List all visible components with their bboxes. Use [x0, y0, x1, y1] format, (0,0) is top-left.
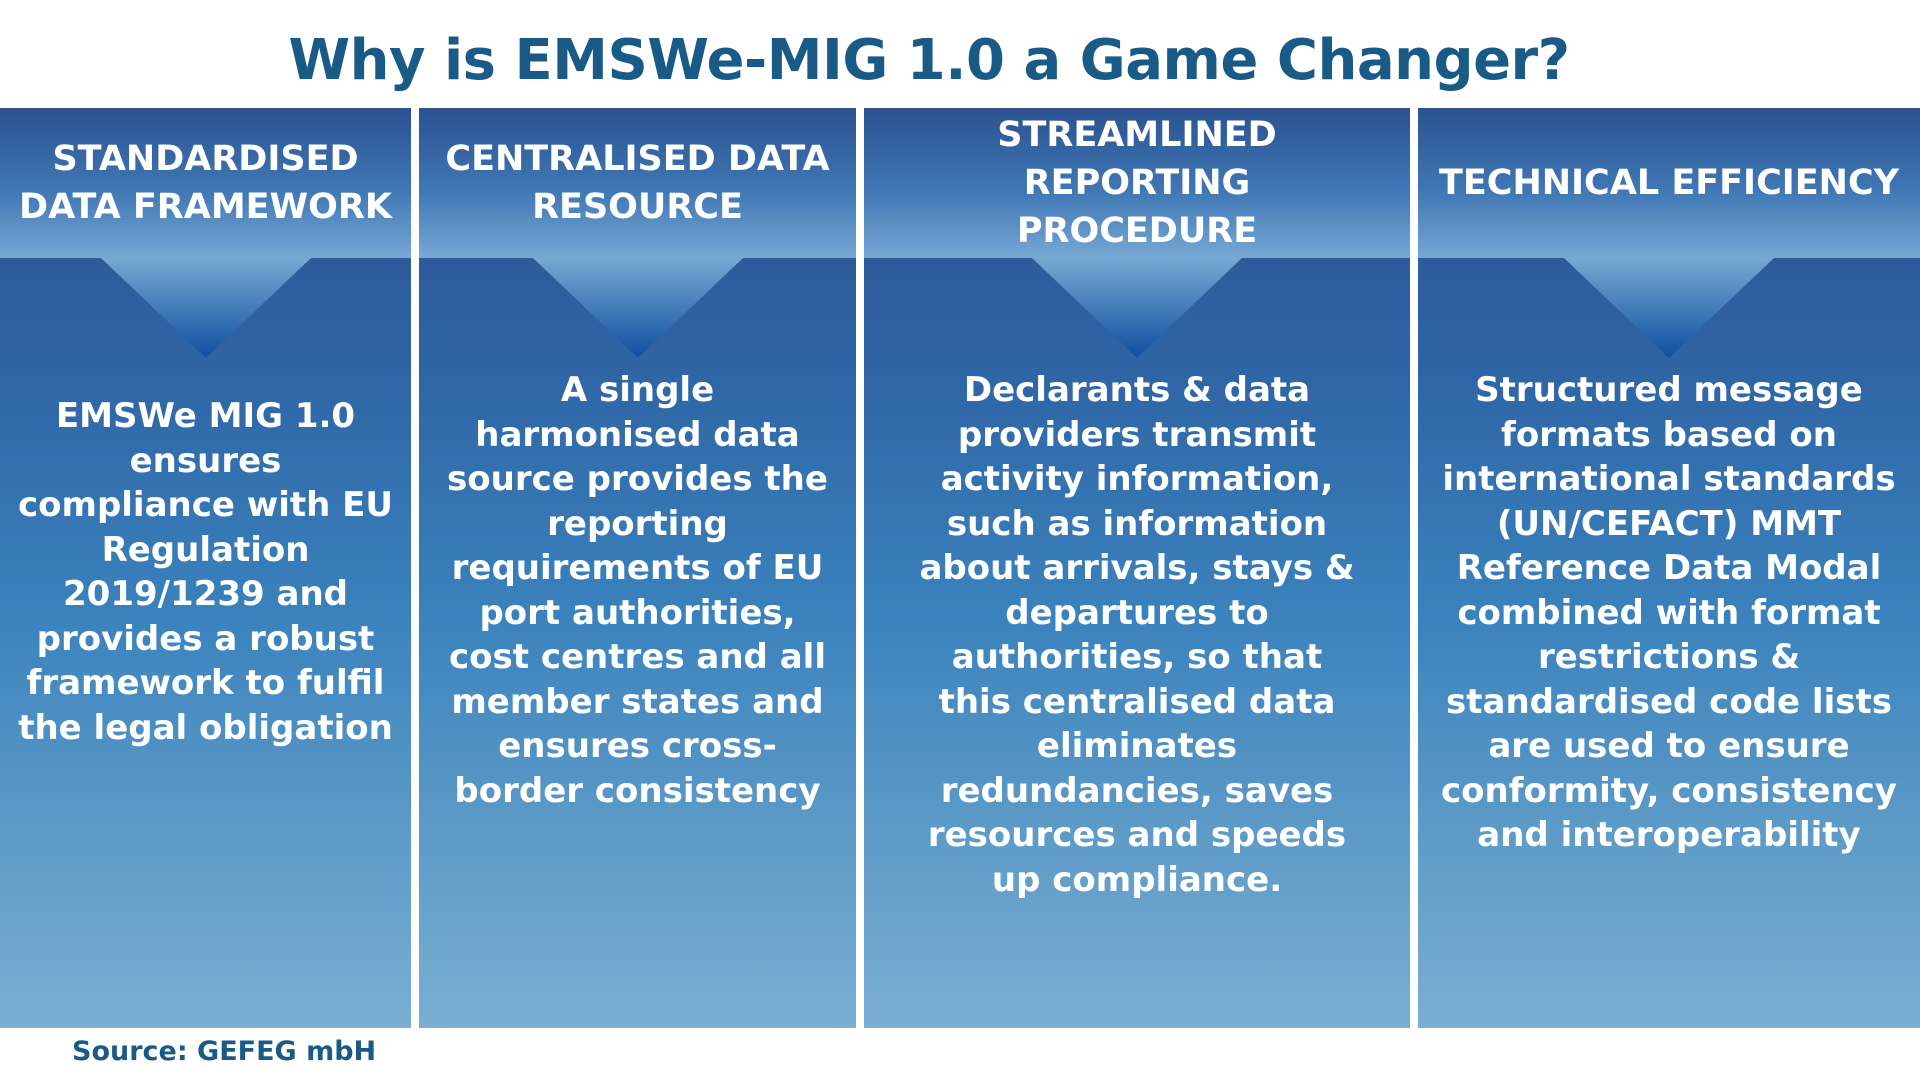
column-heading-line: PROCEDURE: [1016, 211, 1258, 251]
down-arrow-icon: [100, 258, 311, 358]
columns-container: STANDARDISED DATA FRAMEWORK EMSWe MIG 1.…: [0, 108, 1920, 1028]
column-header: STANDARDISED DATA FRAMEWORK: [0, 108, 411, 258]
column-header: CENTRALISED DATA RESOURCE: [419, 108, 856, 258]
column-heading-line: TECHNICAL EFFICIENCY: [1438, 163, 1900, 203]
down-arrow-icon: [1564, 258, 1774, 358]
page-title: Why is EMSWe-MIG 1.0 a Game Changer?: [288, 28, 1570, 93]
column-header: STREAMLINED REPORTING PROCEDURE: [864, 108, 1410, 258]
column-body-text: Declarants & data providers transmit act…: [919, 370, 1355, 900]
column-standardised-data-framework: STANDARDISED DATA FRAMEWORK EMSWe MIG 1.…: [0, 108, 411, 1028]
column-body-text: A single harmonised data source provides…: [447, 370, 828, 811]
column-heading-line: STREAMLINED REPORTING: [997, 115, 1277, 203]
column-streamlined-reporting-procedure: STREAMLINED REPORTING PROCEDURE Declaran…: [864, 108, 1410, 1028]
source-credit: Source: GEFEG mbH: [72, 1036, 377, 1067]
down-arrow-icon: [532, 258, 743, 358]
column-heading-line: RESOURCE: [532, 187, 743, 227]
column-heading-line: DATA FRAMEWORK: [19, 187, 392, 227]
down-arrow-icon: [1032, 258, 1242, 358]
column-technical-efficiency: TECHNICAL EFFICIENCY Structured message …: [1418, 108, 1920, 1028]
column-body-text: EMSWe MIG 1.0 ensures compliance with EU…: [18, 396, 393, 748]
column-header: TECHNICAL EFFICIENCY: [1418, 108, 1920, 258]
column-heading-line: CENTRALISED DATA: [445, 139, 830, 179]
column-body-text: Structured message formats based on inte…: [1441, 370, 1897, 855]
column-centralised-data-resource: CENTRALISED DATA RESOURCE A single harmo…: [419, 108, 856, 1028]
column-heading-line: STANDARDISED: [52, 139, 359, 179]
